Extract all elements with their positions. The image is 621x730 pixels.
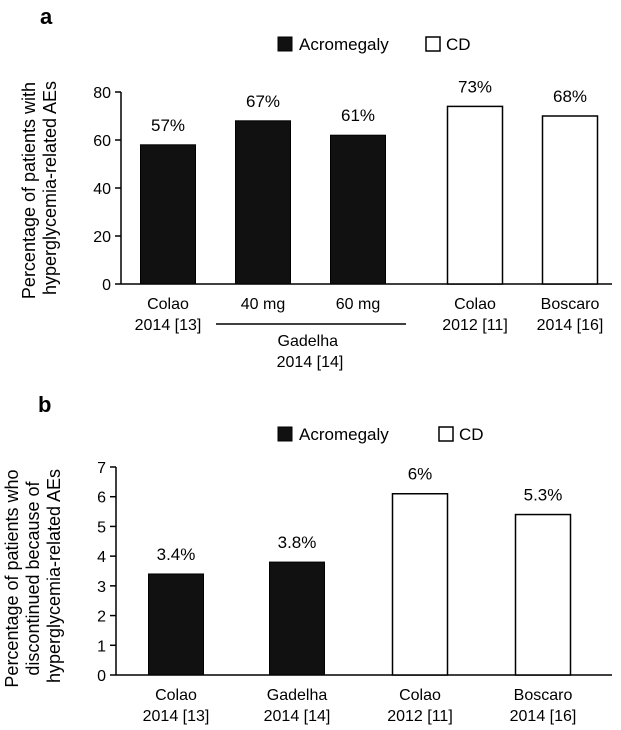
y-tick-label-a-0: 0 [102, 277, 111, 294]
category-label-a-0-line-1: 2014 [13] [135, 317, 202, 334]
category-label-a-2-line-0: 60 mg [336, 296, 380, 313]
y-axis-label-b-line-2: discontinued because of [23, 480, 43, 675]
y-tick-label-b-5: 5 [97, 519, 106, 536]
y-axis-label-b-line-1: Percentage of patients who [2, 469, 22, 687]
category-labels-a: Colao 2014 [13] 40 mg 60 mg Colao 2012 [11] Bo… [135, 296, 604, 334]
bar-b-0 [148, 573, 204, 676]
bar-b-3 [514, 513, 572, 676]
legend-b-cd-swatch [438, 426, 454, 442]
gadelha-group-label-line-1: Gadelha [278, 333, 339, 350]
bar-a-3 [446, 105, 504, 285]
legend-b: Acromegaly CD [277, 425, 484, 444]
bar-a-1 [235, 120, 291, 285]
panel-b-letter: b [38, 392, 51, 417]
category-label-b-3: Boscaro 2014 [16] [510, 687, 577, 725]
panel-a: a Acromegaly CD Percentage of patients w… [19, 4, 612, 371]
bars-b [148, 492, 572, 676]
legend-a-acromegaly-label: Acromegaly [299, 35, 389, 54]
y-axis-label-b: Percentage of patients who discontinued … [2, 464, 64, 687]
category-label-a-0: Colao 2014 [13] [135, 296, 202, 334]
value-labels-b: 3.4% 3.8% 6% 5.3% [157, 465, 563, 564]
category-label-b-2-line-0: Colao [399, 687, 441, 704]
value-label-b-1: 3.8% [278, 533, 317, 552]
y-ticks-b: 0 1 2 3 4 5 6 7 [97, 460, 116, 685]
bar-b-1 [269, 561, 325, 676]
legend-a: Acromegaly CD [277, 35, 471, 54]
category-label-b-1-line-1: 2014 [14] [264, 708, 331, 725]
value-label-b-0: 3.4% [157, 545, 196, 564]
legend-a-acromegaly-swatch [277, 36, 293, 52]
value-label-a-2: 61% [341, 106, 375, 125]
category-label-b-2-line-1: 2012 [11] [387, 708, 453, 725]
y-axis-label-a-line-2: hyperglycemia-related AEs [40, 81, 60, 295]
category-label-a-3-line-0: Colao [454, 296, 496, 313]
category-label-a-3: Colao 2012 [11] [442, 296, 508, 334]
y-axis-label-b-line-3: hyperglycemia-related AEs [44, 469, 64, 683]
category-label-b-0-line-1: 2014 [13] [143, 708, 210, 725]
category-label-b-3-line-0: Boscaro [514, 687, 573, 704]
value-labels-a: 57% 67% 61% 73% 68% [151, 77, 587, 134]
y-tick-label-b-1: 1 [97, 638, 106, 655]
category-label-a-4-line-1: 2014 [16] [537, 317, 604, 334]
bar-b-2 [391, 492, 449, 676]
legend-b-acromegaly-swatch [277, 426, 293, 442]
category-label-a-4: Boscaro 2014 [16] [537, 296, 604, 334]
category-label-a-1: 40 mg [241, 296, 285, 313]
value-label-b-3: 5.3% [524, 486, 563, 505]
y-tick-label-a-2: 40 [93, 181, 111, 198]
bar-a-4 [541, 115, 599, 285]
y-tick-label-b-2: 2 [97, 609, 106, 626]
gadelha-group-label: Gadelha 2014 [14] [277, 333, 344, 371]
y-tick-label-b-4: 4 [97, 549, 106, 566]
legend-a-cd-swatch [425, 36, 441, 52]
y-tick-label-b-7: 7 [97, 460, 106, 477]
category-label-a-4-line-0: Boscaro [541, 296, 600, 313]
value-label-a-3: 73% [458, 77, 492, 96]
y-tick-label-a-1: 20 [93, 229, 111, 246]
y-axis-label-a: Percentage of patients with hyperglycemi… [19, 77, 60, 299]
category-label-b-0-line-0: Colao [155, 687, 197, 704]
value-label-b-2: 6% [408, 465, 433, 484]
category-labels-b: Colao 2014 [13] Gadelha 2014 [14] Colao 2012 … [143, 687, 577, 725]
category-label-a-1-line-0: 40 mg [241, 296, 285, 313]
y-tick-label-a-3: 60 [93, 133, 111, 150]
value-label-a-1: 67% [246, 92, 280, 111]
panel-a-letter: a [40, 4, 53, 29]
y-ticks-a: 0 20 40 60 80 [93, 85, 121, 294]
category-label-b-1-line-0: Gadelha [267, 687, 328, 704]
y-tick-label-a-4: 80 [93, 85, 111, 102]
category-label-b-1: Gadelha 2014 [14] [264, 687, 331, 725]
value-label-a-4: 68% [553, 87, 587, 106]
bar-a-2 [330, 134, 386, 285]
y-tick-label-b-3: 3 [97, 579, 106, 596]
legend-a-cd-label: CD [446, 35, 471, 54]
bars-a [140, 105, 599, 285]
category-label-b-3-line-1: 2014 [16] [510, 708, 577, 725]
category-label-a-0-line-0: Colao [147, 296, 189, 313]
category-label-b-2: Colao 2012 [11] [387, 687, 453, 725]
y-tick-label-b-6: 6 [97, 490, 106, 507]
gadelha-group-label-line-2: 2014 [14] [277, 354, 344, 371]
legend-b-acromegaly-label: Acromegaly [299, 425, 389, 444]
category-label-a-2: 60 mg [336, 296, 380, 313]
value-label-a-0: 57% [151, 116, 185, 135]
legend-b-cd-label: CD [459, 425, 484, 444]
bar-a-0 [140, 144, 196, 285]
category-label-b-0: Colao 2014 [13] [143, 687, 210, 725]
y-tick-label-b-0: 0 [97, 668, 106, 685]
y-axis-label-a-line-1: Percentage of patients with [19, 82, 39, 299]
panel-b: b Acromegaly CD Percentage of patients w… [2, 392, 612, 725]
category-label-a-3-line-1: 2012 [11] [442, 317, 508, 334]
